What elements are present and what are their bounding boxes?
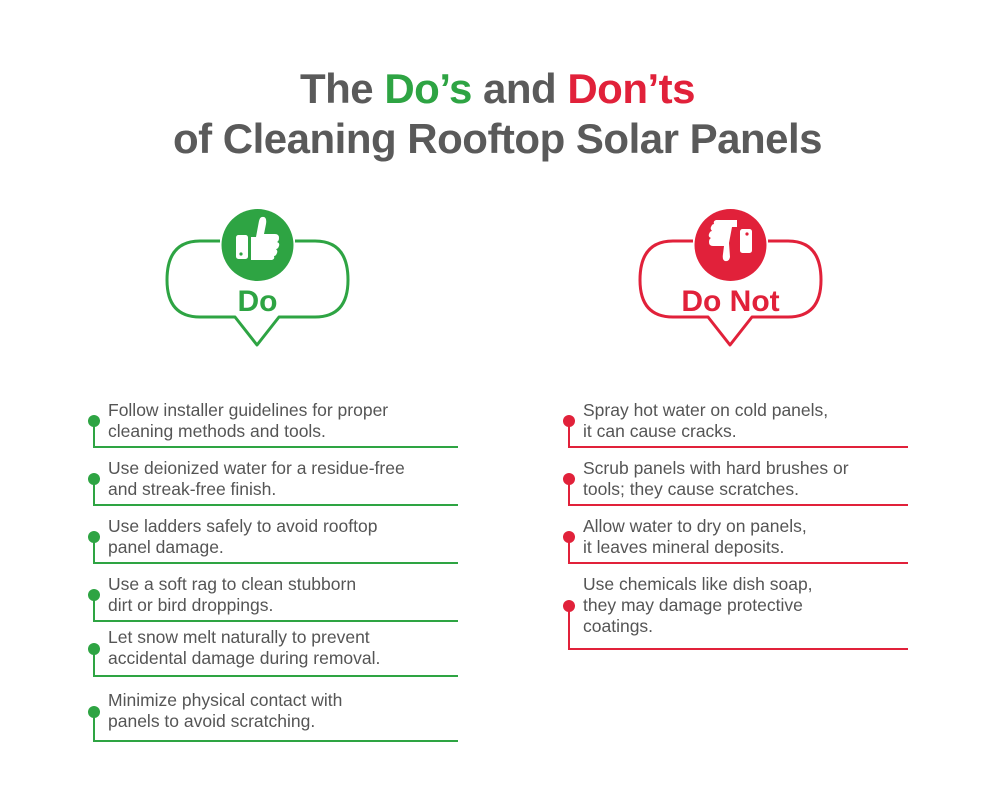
dont-item-text: Use chemicals like dish soap, they may d… <box>583 574 813 636</box>
dont-item: Scrub panels with hard brushes or tools;… <box>563 458 913 508</box>
dont-item-text: Spray hot water on cold panels, it can c… <box>583 400 829 441</box>
page-title-line-2: of Cleaning Rooftop Solar Panels <box>172 115 823 162</box>
title-dos: Do’s <box>384 65 472 112</box>
do-item: Let snow melt naturally to prevent accid… <box>88 627 458 679</box>
bullet-dot-icon <box>88 473 100 485</box>
dont-item: Spray hot water on cold panels, it can c… <box>563 400 913 450</box>
title-and: and <box>471 65 568 112</box>
divider <box>568 562 908 564</box>
do-item-text: Use ladders safely to avoid rooftop pane… <box>108 516 378 557</box>
bullet-dot-icon <box>88 531 100 543</box>
dont-item-text: Allow water to dry on panels, it leaves … <box>583 516 807 557</box>
do-item-text: Minimize physical contact with panels to… <box>108 690 343 731</box>
divider <box>568 648 908 650</box>
bullet-dot-icon <box>563 600 575 612</box>
divider <box>93 675 458 677</box>
bullet-dot-icon <box>88 415 100 427</box>
dont-item: Use chemicals like dish soap, they may d… <box>563 574 913 652</box>
bullet-dot-icon <box>88 706 100 718</box>
do-item-text: Use deionized water for a residue-free a… <box>108 458 405 499</box>
bullet-dot-icon <box>88 643 100 655</box>
divider <box>568 504 908 506</box>
do-item-text: Let snow melt naturally to prevent accid… <box>108 627 381 668</box>
do-item: Use ladders safely to avoid rooftop pane… <box>88 516 458 566</box>
divider <box>93 446 458 448</box>
thumbs-up-icon <box>236 216 280 260</box>
dont-item: Allow water to dry on panels, it leaves … <box>563 516 913 566</box>
dont-item-text: Scrub panels with hard brushes or tools;… <box>583 458 849 499</box>
bullet-dot-icon <box>88 589 100 601</box>
bullet-dot-icon <box>563 531 575 543</box>
do-label: Do <box>237 285 278 318</box>
do-item-text: Use a soft rag to clean stubborn dirt or… <box>108 574 357 615</box>
title-donts: Don’ts <box>567 65 695 112</box>
divider <box>93 562 458 564</box>
do-item: Use deionized water for a residue-free a… <box>88 458 458 508</box>
do-badge: Do <box>165 205 350 353</box>
speech-bubble-outline <box>165 209 350 347</box>
divider <box>93 620 458 622</box>
do-item: Minimize physical contact with panels to… <box>88 690 458 744</box>
do-item: Use a soft rag to clean stubborn dirt or… <box>88 574 458 624</box>
divider <box>93 504 458 506</box>
do-item-text: Follow installer guidelines for proper c… <box>108 400 389 441</box>
page-title-line-1: The Do’s and Don’ts <box>0 64 995 114</box>
dont-label: Do Not <box>681 285 780 318</box>
thumbs-down-icon <box>708 220 752 262</box>
bullet-dot-icon <box>563 473 575 485</box>
do-item: Follow installer guidelines for proper c… <box>88 400 458 450</box>
speech-bubble-outline <box>638 209 823 347</box>
bullet-dot-icon <box>563 415 575 427</box>
divider <box>568 446 908 448</box>
title-prefix: The <box>300 65 385 112</box>
dont-badge: Do Not <box>638 205 823 353</box>
divider <box>93 740 458 742</box>
